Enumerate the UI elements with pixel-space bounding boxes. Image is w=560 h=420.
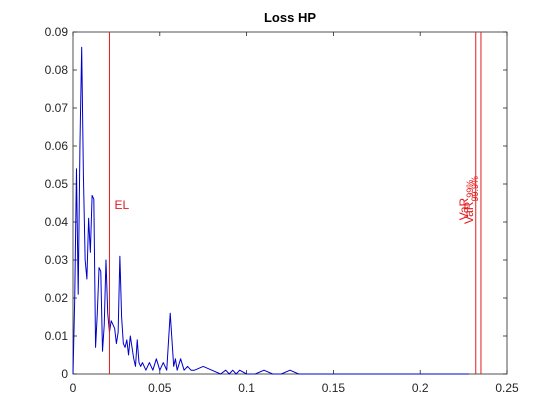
- axes-box: [72, 31, 508, 375]
- chart-title: Loss HP: [264, 10, 316, 25]
- vline-label-2: VaR99%: [457, 180, 475, 220]
- x-tick-label: 0.05: [148, 381, 172, 395]
- y-tick-label: 0.01: [45, 329, 69, 343]
- y-tick-label: 0.06: [45, 139, 69, 153]
- vline-label-3: VaR99.9%: [462, 176, 480, 224]
- y-tick-label: 0.02: [45, 291, 69, 305]
- vline-label-subscript: 99%: [465, 180, 475, 198]
- y-tick-label: 0.03: [45, 253, 69, 267]
- x-tick-label: 0.1: [238, 381, 255, 395]
- plot-area: 0 0.05 0.1 0.15 0.2 0.25 0 0.01 0.02 0.03 0.04 0.05…: [45, 25, 519, 395]
- y-tick-label: 0.07: [45, 101, 69, 115]
- vline-label-main: VaR: [457, 197, 471, 220]
- series-line: [72, 46, 469, 375]
- x-tick-label: 0.2: [412, 381, 429, 395]
- y-tick-label: 0.08: [45, 63, 69, 77]
- vline-label-1: EL: [114, 198, 129, 212]
- x-tick-label: 0.15: [322, 381, 346, 395]
- x-tick-label: 0: [70, 381, 77, 395]
- y-tick-label: 0.04: [45, 215, 69, 229]
- vline-label-subscript: 99.9%: [470, 176, 480, 202]
- vline-label-main: VaR: [462, 201, 476, 224]
- y-tick-label: 0.09: [45, 25, 69, 39]
- x-tick-label: 0.25: [495, 381, 519, 395]
- y-tick-label: 0.05: [45, 177, 69, 191]
- y-tick-label: 0: [61, 367, 68, 381]
